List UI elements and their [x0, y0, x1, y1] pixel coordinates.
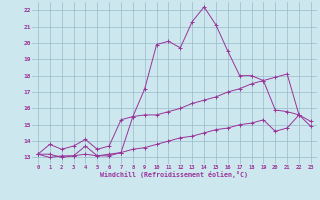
X-axis label: Windchill (Refroidissement éolien,°C): Windchill (Refroidissement éolien,°C)	[100, 171, 248, 178]
